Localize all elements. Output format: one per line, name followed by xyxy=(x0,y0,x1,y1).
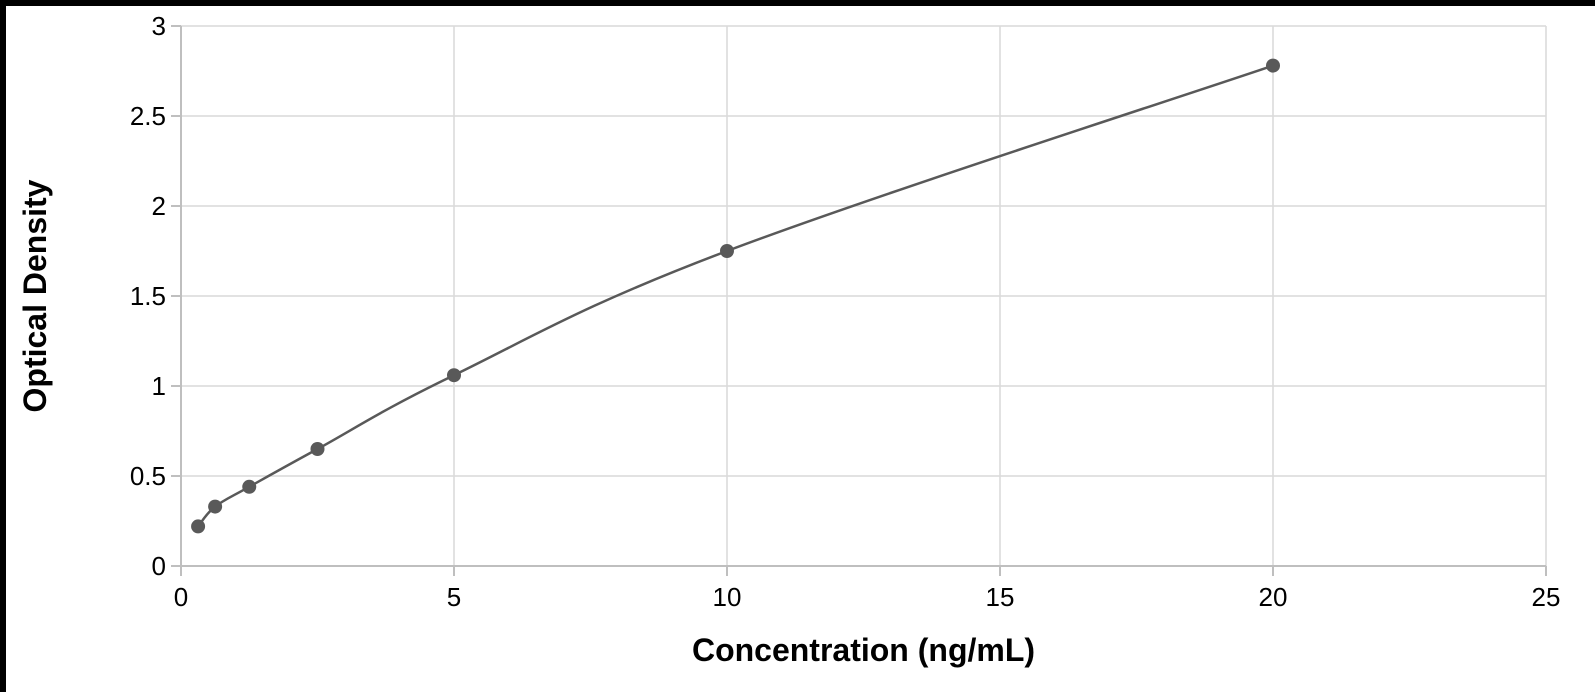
y-tick-label: 1 xyxy=(152,371,166,401)
data-point xyxy=(311,442,325,456)
x-tick-label: 5 xyxy=(447,582,461,612)
x-tick-label: 0 xyxy=(174,582,188,612)
y-tick-label: 0.5 xyxy=(130,461,166,491)
data-point xyxy=(242,480,256,494)
chart-container: 0 5 10 15 20 25 0 0.5 1 1.5 2 2.5 3 Concentration (ng… xyxy=(0,0,1595,692)
x-tick-label: 15 xyxy=(986,582,1015,612)
y-tick-label: 1.5 xyxy=(130,281,166,311)
data-point xyxy=(191,519,205,533)
x-tick-label: 20 xyxy=(1259,582,1288,612)
data-point xyxy=(208,500,222,514)
data-point xyxy=(447,368,461,382)
chart-svg: 0 5 10 15 20 25 0 0.5 1 1.5 2 2.5 3 Concentration (ng… xyxy=(6,6,1595,698)
data-point xyxy=(1266,59,1280,73)
data-point xyxy=(720,244,734,258)
y-tick-label: 2.5 xyxy=(130,101,166,131)
y-tick-label: 3 xyxy=(152,11,166,41)
x-tick-label: 25 xyxy=(1532,582,1561,612)
y-tick-label: 0 xyxy=(152,551,166,581)
y-tick-label: 2 xyxy=(152,191,166,221)
x-axis-label: Concentration (ng/mL) xyxy=(692,632,1035,668)
x-tick-label: 10 xyxy=(713,582,742,612)
y-axis-label: Optical Density xyxy=(17,179,53,412)
